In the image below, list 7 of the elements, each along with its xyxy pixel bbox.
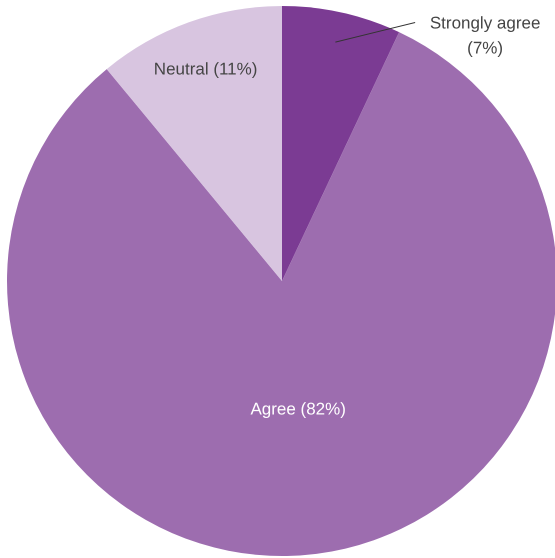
slice-label: Strongly agree	[430, 13, 540, 32]
slice-label: Agree (82%)	[250, 400, 346, 419]
pie-slice	[282, 6, 400, 281]
pie-slice	[7, 32, 555, 556]
slice-label: Neutral (11%)	[154, 59, 258, 78]
pie-slice	[106, 6, 282, 281]
data-label: (7%)	[467, 38, 504, 57]
